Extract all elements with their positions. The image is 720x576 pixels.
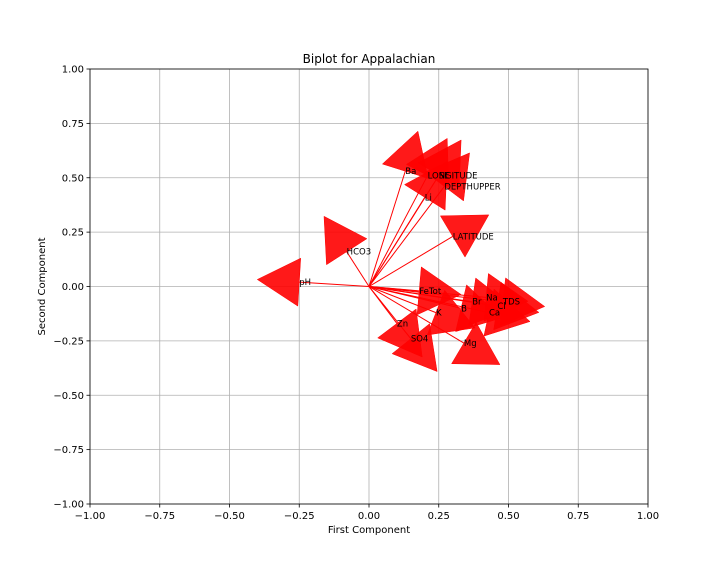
arrow-head-k [426,289,476,336]
x-tick-label: 0.75 [567,511,589,522]
arrow-label-fetot: FeTot [419,287,442,297]
x-tick-label: 0.00 [358,511,380,522]
arrow-label-mg: Mg [464,339,477,349]
arrow-label-zn: Zn [397,319,408,329]
arrow-label-cl: Cl [497,302,505,312]
x-tick-label: −0.50 [214,511,245,522]
arrows [256,130,546,372]
arrow-shaft-latitude [368,236,453,287]
arrow-label-so4: SO4 [411,335,429,345]
arrow-shaft-k [368,286,437,314]
y-tick-label: 0.00 [62,282,84,293]
arrow-label-ph: pH [299,278,311,288]
arrow-label-na: Na [486,293,498,303]
arrow-shaft-ca [368,286,490,314]
y-tick-label: 0.50 [62,173,84,184]
arrow-shaft-ba [368,171,406,287]
arrow-shaft-so4 [368,286,412,340]
arrow-label-k: K [436,309,442,319]
arrow-shaft-longitude [368,175,429,287]
arrow-shaft-mg [368,286,465,344]
y-tick-label: −1.00 [53,500,84,511]
x-tick-label: 1.00 [637,511,659,522]
arrow-label-longitude: LONGITUDE [428,172,478,182]
arrow-head-ca [483,288,531,337]
y-tick-label: 0.25 [62,228,84,239]
arrow-label-ca: Ca [489,309,500,319]
arrow-label-depthupper: DEPTHUPPER [444,182,500,192]
arrow-head-hco3 [323,215,368,266]
x-tick-label: −0.75 [144,511,175,522]
arrow-shaft-hco3 [346,251,370,287]
arrow-label-hco3: HCO3 [347,248,371,258]
y-tick-label: −0.75 [53,445,84,456]
arrow-label-latitude: LATITUDE [453,232,494,242]
x-tick-label: −1.00 [75,511,106,522]
arrow-head-so4 [391,323,438,372]
arrow-shaft-ph [299,281,370,287]
arrow-head-li [404,161,448,211]
y-tick-label: −0.50 [53,391,84,402]
x-tick-label: 0.50 [497,511,519,522]
y-tick-label: 0.75 [62,119,84,130]
y-tick-label: 1.00 [62,65,84,76]
arrow-head-mg [451,321,501,365]
ticks: −1.00 −0.75 −0.50 −0.25 0.00 0.25 0.50 0.75 1.00… [53,65,659,523]
arrow-label-tds: TDS [502,298,520,308]
arrow-label-se: SE [439,172,450,182]
x-axis-label: First Component [328,525,410,536]
y-axis-label: Second Component [37,237,48,335]
chart-title: Biplot for Appalachian [303,52,436,66]
arrow-shaft-depthupper [368,186,445,287]
arrow-shaft-li [368,197,426,287]
arrow-label-ba: Ba [405,167,416,177]
arrow-label-b: B [461,304,467,314]
arrow-head-latitude [439,214,490,258]
arrow-label-li: Li [425,193,432,203]
y-tick-label: −0.25 [53,336,84,347]
arrow-label-br: Br [472,298,482,308]
x-tick-label: 0.25 [428,511,450,522]
arrow-head-ph [256,257,301,307]
x-tick-label: −0.25 [284,511,315,522]
